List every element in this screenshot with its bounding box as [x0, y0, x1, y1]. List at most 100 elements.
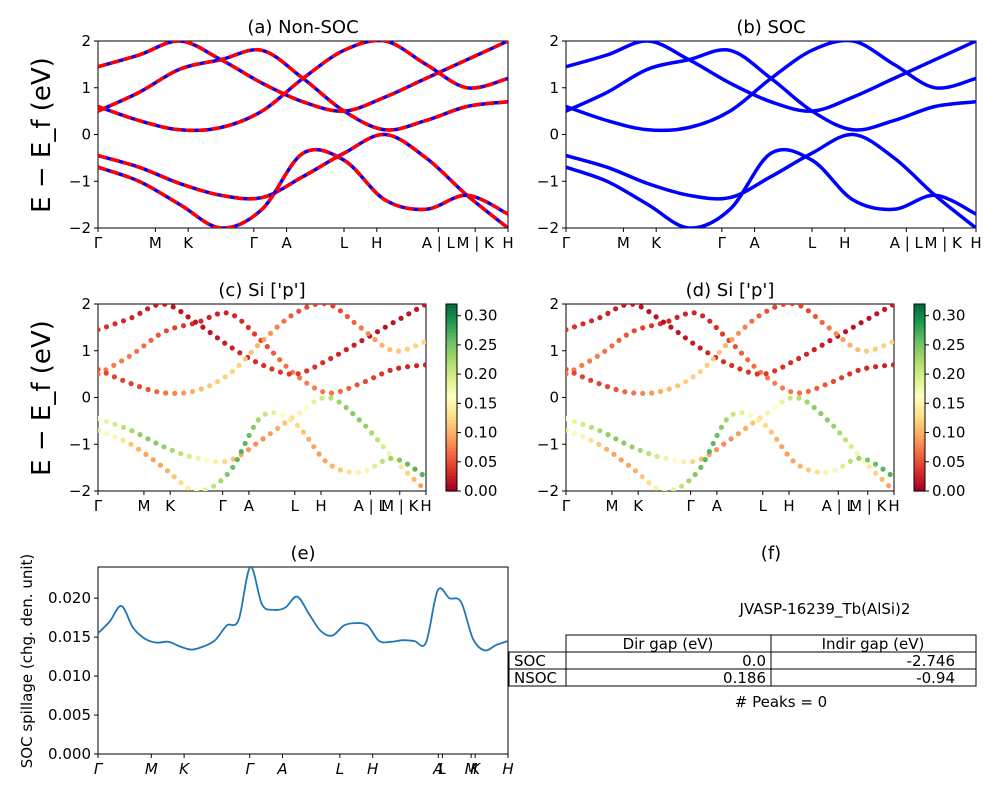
band-point — [145, 436, 151, 442]
colorbar-segment — [914, 372, 925, 377]
band-point — [232, 313, 238, 319]
band-point — [239, 318, 245, 324]
band-point — [827, 338, 833, 344]
colorbar-segment — [446, 425, 457, 430]
band-point — [288, 313, 294, 319]
band-point — [356, 417, 362, 423]
x-tick-label: H — [502, 234, 513, 252]
colorbar-tick-label: 0.25 — [464, 336, 497, 354]
x-tick-label: M | K — [381, 497, 420, 515]
band-point — [768, 429, 775, 435]
band-point — [169, 447, 175, 453]
band-point — [613, 306, 619, 312]
colorbar-segment — [446, 363, 457, 367]
band-point — [745, 369, 752, 375]
band-point — [722, 343, 729, 349]
band-point — [103, 370, 109, 376]
colorbar-segment — [914, 316, 925, 321]
band-point — [218, 478, 224, 484]
band-point — [826, 325, 832, 331]
band-point — [396, 457, 403, 463]
material-name: JVASP-16239_Tb(AlSi)2 — [739, 600, 911, 619]
band-line — [98, 41, 508, 133]
band-point — [648, 323, 655, 329]
band-point — [126, 353, 132, 359]
band-guide — [98, 413, 426, 491]
colorbar-segment — [914, 403, 925, 408]
band-point — [229, 368, 235, 375]
band-point — [371, 375, 377, 381]
band-point — [304, 404, 310, 410]
band-point — [889, 339, 894, 345]
band-point — [796, 390, 803, 396]
x-tick-label: Γ — [718, 234, 727, 252]
band-point — [398, 464, 404, 470]
band-point — [596, 381, 602, 387]
band-point — [129, 315, 135, 321]
band-point — [855, 367, 861, 373]
band-point — [269, 366, 275, 372]
band-point — [618, 457, 624, 463]
band-point — [189, 388, 196, 395]
band-point — [145, 386, 151, 393]
colorbar-segment — [446, 316, 457, 321]
band-point — [818, 411, 824, 417]
colorbar-segment — [914, 413, 925, 417]
colorbar-segment — [446, 366, 457, 371]
colorbar-segment — [914, 353, 925, 358]
y-tick-label: 0 — [549, 126, 559, 144]
x-tick-label: A | L — [822, 497, 856, 515]
colorbar-segment — [446, 341, 457, 346]
band-point — [379, 342, 385, 348]
band-point — [631, 328, 637, 334]
x-tick-label: K — [633, 497, 644, 515]
x-tick-label: H — [970, 234, 981, 252]
band-point — [336, 399, 342, 405]
band-point — [275, 425, 281, 431]
band-point — [271, 410, 277, 416]
colorbar-segment — [446, 304, 457, 308]
band-point — [374, 329, 381, 335]
band-point — [611, 451, 617, 457]
band-point — [822, 382, 828, 388]
ylabel-top: E − E_f (eV) — [27, 57, 57, 213]
band-point — [805, 388, 812, 394]
band-line — [98, 132, 508, 228]
colorbar-segment — [446, 469, 457, 473]
band-point — [842, 437, 849, 443]
band-point — [723, 417, 729, 423]
band-point — [103, 430, 109, 437]
band-point — [735, 431, 741, 437]
x-tick-label: Γ — [562, 234, 571, 252]
band-point — [112, 434, 118, 440]
band-point — [236, 362, 242, 368]
colorbar-segment — [446, 478, 457, 483]
y-tick-label: −2 — [69, 219, 91, 237]
band-point — [646, 480, 652, 486]
band-point — [222, 374, 228, 380]
y-tick-label: −1 — [69, 435, 91, 453]
x-tick-label: A — [244, 497, 255, 515]
band-point — [632, 468, 639, 474]
band-point — [362, 378, 368, 385]
band-point — [363, 423, 369, 429]
title-a: (a) Non-SOC — [247, 17, 358, 38]
band-line — [98, 47, 508, 132]
band-point — [710, 440, 716, 447]
band-point — [874, 311, 880, 317]
title-f: (f) — [761, 543, 781, 564]
band-point — [319, 395, 325, 401]
colorbar-segment — [914, 304, 925, 308]
band-point — [625, 462, 632, 468]
colorbar-segment — [446, 328, 457, 333]
band-point — [805, 308, 812, 314]
band-point — [772, 368, 778, 374]
band-point — [103, 324, 110, 330]
band-point — [405, 364, 411, 370]
table-cell-indir: -2.746 — [907, 652, 955, 670]
band-point — [404, 461, 411, 467]
x-tick-label: L — [336, 760, 344, 778]
band-point — [710, 356, 716, 362]
band-point — [691, 310, 697, 316]
band-point — [649, 390, 655, 396]
